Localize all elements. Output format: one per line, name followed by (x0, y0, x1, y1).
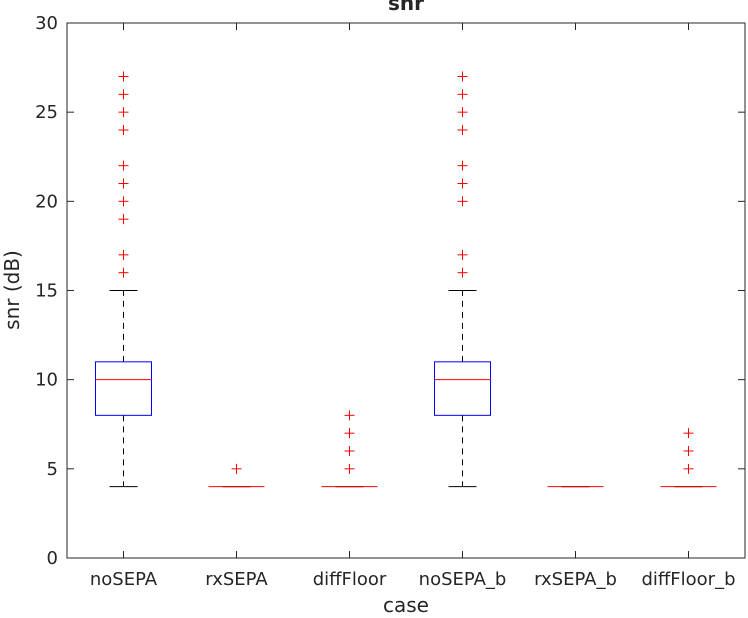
outlier-marker (118, 125, 129, 135)
x-tick-label: rxSEPA_b (534, 569, 617, 590)
y-tick-label: 10 (35, 370, 58, 391)
outlier-marker (683, 428, 694, 439)
outlier-marker (118, 71, 129, 82)
y-tick-label: 25 (35, 102, 58, 123)
iqr-box (95, 361, 152, 416)
box-diffFloor (321, 410, 378, 488)
outlier-marker (457, 89, 468, 100)
outlier-marker (683, 446, 694, 456)
outlier-marker (118, 107, 129, 118)
outlier-marker (231, 463, 242, 474)
plot-area (66, 22, 746, 559)
x-tick-label: rxSEPA (205, 569, 268, 590)
chart-title: snr (388, 0, 424, 15)
x-tick-label: diffFloor (313, 569, 387, 590)
outlier-marker (344, 410, 355, 421)
outlier-marker (344, 446, 355, 456)
x-tick-label: diffFloor_b (641, 569, 735, 590)
outlier-marker (118, 267, 129, 278)
outlier-marker (344, 463, 355, 474)
outlier-marker (118, 178, 129, 189)
y-axis-label: snr (dB) (0, 250, 24, 330)
x-tick-label: noSEPA_b (419, 569, 507, 590)
y-tick-label: 5 (47, 459, 58, 480)
x-axis-ticks: noSEPA rxSEPA diffFloor noSEPA_b rxSEPA_b dif… (90, 23, 736, 590)
outlier-marker (344, 428, 355, 439)
y-tick-label: 0 (47, 548, 58, 569)
outlier-marker (457, 160, 468, 171)
box-rxSEPA (208, 463, 265, 488)
outlier-marker (457, 107, 468, 118)
outlier-marker (457, 196, 468, 207)
y-axis-ticks: 0 5 10 15 20 25 30 (35, 13, 745, 569)
chart-marks (95, 71, 717, 488)
outlier-marker (118, 214, 129, 225)
iqr-box (434, 361, 491, 416)
outlier-marker (457, 267, 468, 278)
outlier-marker (457, 71, 468, 82)
outlier-marker (457, 249, 468, 260)
outlier-marker (118, 160, 129, 171)
y-tick-label: 15 (35, 281, 58, 302)
outlier-marker (118, 196, 129, 207)
outlier-marker (118, 89, 129, 100)
x-tick-label: noSEPA (90, 569, 158, 590)
box-noSEPA (95, 71, 152, 488)
outlier-marker (457, 178, 468, 189)
outlier-marker (457, 125, 468, 135)
box-noSEPA_b (434, 71, 491, 488)
y-tick-label: 20 (35, 191, 58, 212)
outlier-marker (118, 249, 129, 260)
outlier-marker (683, 463, 694, 474)
y-tick-label: 30 (35, 13, 58, 34)
box-diffFloor_b (660, 428, 717, 488)
x-axis-label: case (383, 593, 429, 617)
